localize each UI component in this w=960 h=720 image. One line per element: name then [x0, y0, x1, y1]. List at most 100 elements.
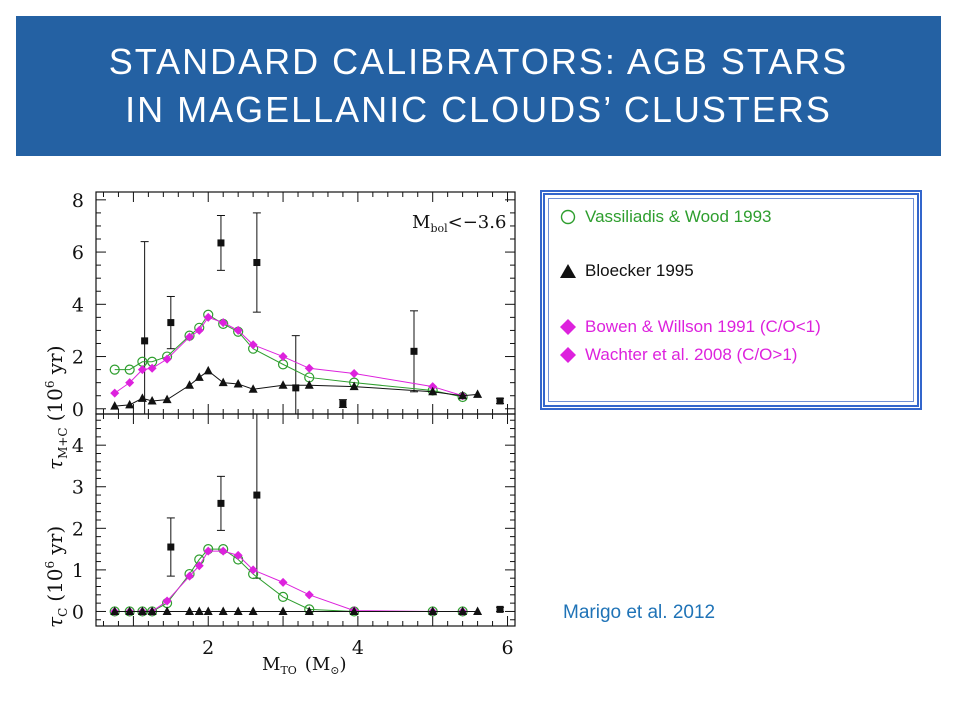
data-point-square	[339, 400, 347, 408]
data-point-diamond	[233, 550, 243, 560]
annotation-value: <−3.6	[448, 212, 507, 233]
legend-label-wachter: Wachter et al. 2008 (C/O>1)	[585, 345, 798, 364]
y-label-top-unit: (10	[43, 388, 67, 421]
data-point-diamond	[278, 352, 288, 362]
data-point-square	[253, 491, 261, 499]
data-point-triangle	[304, 380, 314, 389]
diamond-icon	[559, 318, 577, 336]
y-axis-label-top: τM+C (106 yr)	[43, 345, 70, 470]
data-point-square	[167, 543, 175, 551]
data-point-triangle	[278, 606, 288, 615]
data-point-square	[496, 605, 504, 613]
slide-title-line-2: IN MAGELLANIC CLOUDS’ CLUSTERS	[125, 89, 832, 130]
data-point-triangle	[203, 365, 213, 375]
data-point-diamond	[349, 369, 359, 379]
legend-label-vassiliadis: Vassiliadis & Wood 1993	[585, 207, 772, 226]
annotation-m: M	[412, 212, 430, 233]
y-label-bottom-exp: 6	[43, 561, 57, 569]
data-point-triangle	[125, 399, 135, 409]
data-point-triangle	[137, 393, 147, 402]
y-tick-label: 6	[72, 242, 84, 264]
x-tick-label: 2	[202, 637, 214, 659]
data-point-triangle	[110, 401, 120, 410]
slide-title-line-1: STANDARD CALIBRATORS: AGB STARS	[108, 41, 849, 82]
y-label-bottom-unit: (10	[43, 568, 67, 601]
data-point-diamond	[194, 325, 204, 335]
data-point-triangle	[194, 606, 204, 615]
open-circle-icon	[559, 208, 577, 226]
data-point-triangle	[162, 394, 172, 404]
data-point-circle	[277, 591, 289, 603]
data-point-diamond	[278, 577, 288, 587]
data-point-diamond	[233, 325, 243, 335]
legend-box: Vassiliadis & Wood 1993 Bloecker 1995 Bo…	[540, 190, 922, 410]
data-point-diamond	[248, 565, 258, 575]
data-point-circle	[124, 364, 135, 375]
legend-item-bowen: Bowen & Willson 1991 (C/O<1)	[559, 317, 821, 337]
data-point-triangle	[125, 606, 135, 615]
citation: Marigo et al. 2012	[563, 602, 716, 623]
title-bar: STANDARD CALIBRATORS: AGB STARS IN MAGEL…	[16, 16, 941, 156]
y-label-bottom-yr: yr)	[43, 526, 67, 561]
data-point-diamond	[185, 332, 195, 342]
data-point-square	[496, 397, 504, 405]
annotation-sub: bol	[430, 222, 448, 235]
data-point-square	[141, 337, 149, 345]
x-axis-label: MTO (M⊙)	[262, 654, 347, 677]
data-point-diamond	[304, 590, 314, 600]
data-point-square	[217, 239, 225, 247]
data-point-diamond	[137, 365, 147, 375]
y-tick-label: 0	[72, 399, 84, 421]
data-point-diamond	[125, 378, 135, 388]
data-point-triangle	[218, 377, 228, 387]
y-label-top-yr: yr)	[43, 345, 67, 380]
series-line-diamond	[114, 316, 463, 397]
y-tick-label: 2	[72, 518, 84, 540]
data-point-triangle	[349, 606, 359, 615]
data-point-diamond	[248, 340, 258, 350]
data-point-diamond	[110, 388, 120, 398]
x-tick-label: 6	[501, 637, 513, 659]
data-point-triangle	[203, 606, 213, 615]
data-point-triangle	[185, 380, 195, 389]
data-point-square	[217, 499, 225, 507]
data-point-diamond	[218, 546, 228, 556]
legend-item-bloecker: Bloecker 1995	[559, 261, 694, 281]
data-point-triangle	[473, 389, 483, 398]
data-point-diamond	[203, 546, 213, 556]
x-label-unit: (M	[305, 654, 330, 675]
legend-label-bowen: Bowen & Willson 1991 (C/O<1)	[585, 317, 821, 336]
data-point-triangle	[137, 606, 147, 615]
axis-labels: τM+C(106 yr) τC(106 yr) MTO (M⊙) Mbol<−3.…	[43, 212, 506, 677]
data-point-square	[253, 259, 261, 267]
data-point-diamond	[147, 363, 157, 373]
data-point-triangle	[304, 606, 314, 615]
triangle-icon	[559, 262, 577, 280]
data-point-triangle	[473, 606, 483, 615]
data-point-triangle	[162, 606, 172, 615]
legend-item-vassiliadis: Vassiliadis & Wood 1993	[559, 207, 771, 227]
y-tick-label: 1	[72, 560, 84, 582]
data-point-diamond	[162, 596, 172, 606]
data-point-triangle	[147, 606, 157, 615]
x-label-m: M	[262, 654, 280, 675]
x-label-sun: ⊙	[330, 664, 339, 677]
y-label-top-tau: τ	[43, 458, 67, 470]
data-point-diamond	[304, 363, 314, 373]
data-point-triangle	[428, 606, 438, 615]
data-point-triangle	[248, 606, 258, 615]
y-label-top-sub: M+C	[56, 427, 70, 459]
data-point-diamond	[194, 561, 204, 571]
data-point-triangle	[458, 390, 468, 400]
x-tick-label: 4	[352, 637, 364, 659]
data-point-diamond	[218, 318, 228, 328]
y-label-bottom-tau: τ	[43, 616, 67, 628]
data-point-triangle	[278, 380, 288, 389]
y-tick-label: 8	[72, 190, 84, 212]
mbol-annotation: Mbol<−3.6	[412, 212, 506, 235]
x-label-close: )	[339, 654, 346, 675]
data-point-triangle	[428, 386, 438, 396]
data-point-square	[167, 319, 175, 327]
legend-item-wachter: Wachter et al. 2008 (C/O>1)	[559, 345, 797, 365]
